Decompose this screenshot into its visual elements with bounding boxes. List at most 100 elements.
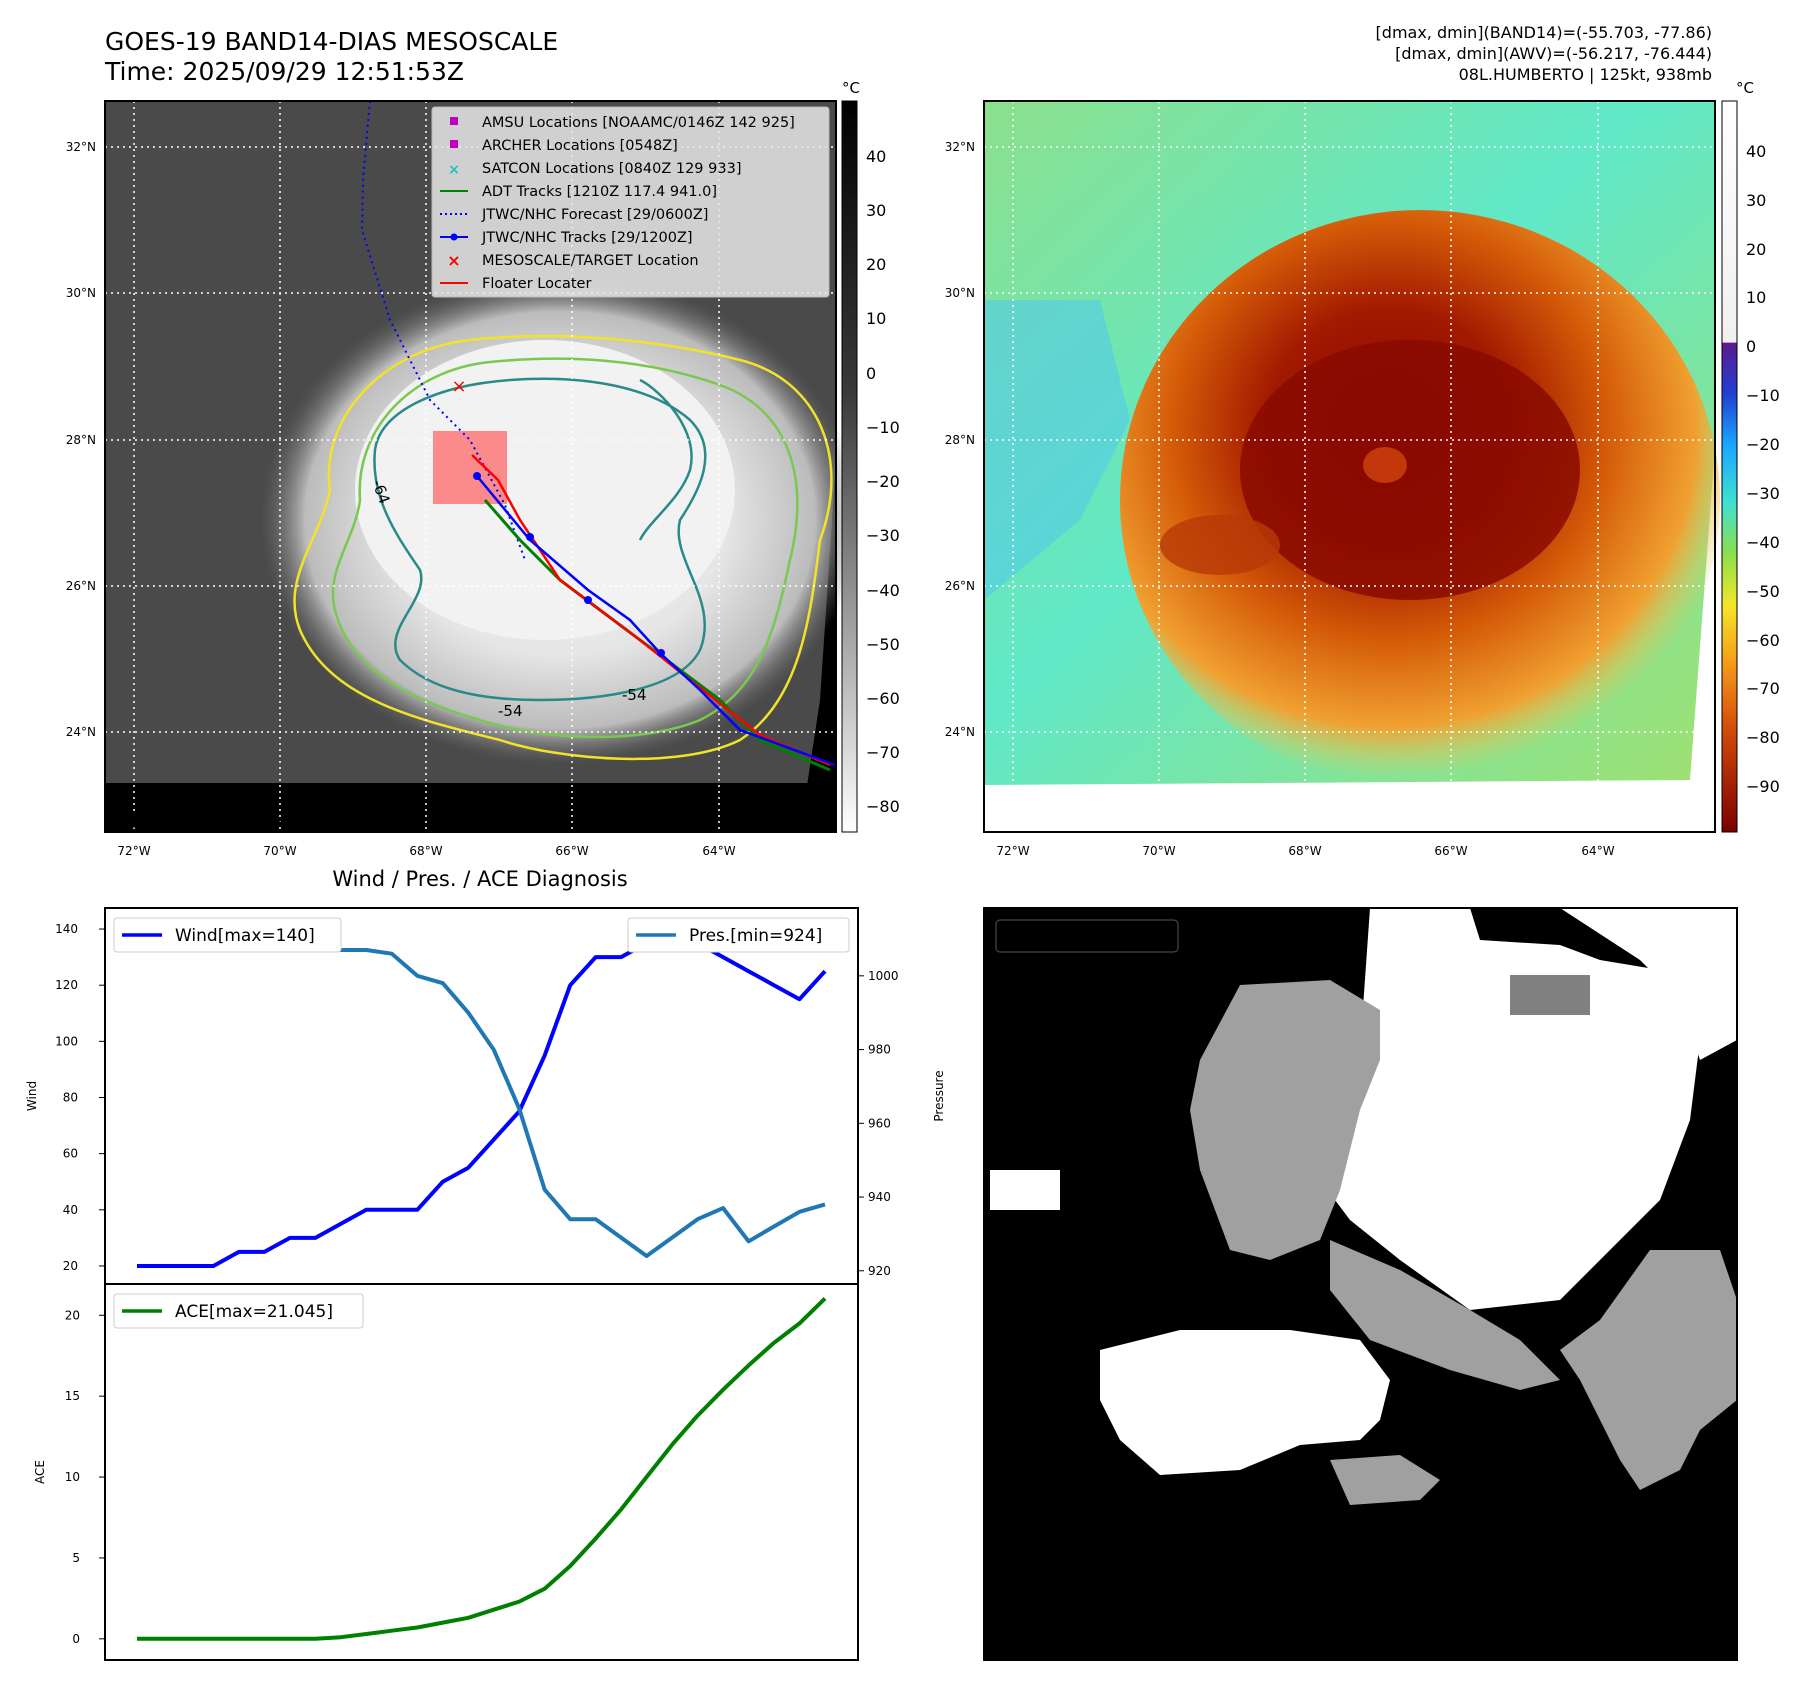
pressure-tick-label: 1000 [868, 969, 899, 983]
ir-colorbar-unit: °C [842, 79, 860, 97]
legend-forecast: JTWC/NHC Forecast [29/0600Z] [481, 207, 708, 223]
pres-legend-label: Pres.[min=924] [689, 926, 822, 946]
target-marker: × [451, 376, 466, 397]
wind-tick-label: 60 [63, 1147, 78, 1161]
pressure-tick-label: 960 [868, 1116, 891, 1130]
svg-text:64°W: 64°W [1581, 844, 1614, 858]
svg-text:30°N: 30°N [66, 286, 96, 300]
diagnosis-panel: Wind / Pres. / ACE Diagnosis 20406080100… [25, 867, 946, 1661]
svg-text:66°W: 66°W [1434, 844, 1467, 858]
ir-no-data-edge [800, 101, 836, 832]
wind-tick-label: 20 [63, 1259, 78, 1273]
dmax-awv: [dmax, dmin](AWV)=(-56.217, -76.444) [1395, 44, 1712, 63]
ir-colorbar-ticks: 40 30 20 10 0 −10 −20 −30 −40 −50 −60 −7… [866, 147, 900, 816]
jtwc-point-1 [473, 472, 481, 480]
pressure-tick-label: 940 [868, 1190, 891, 1204]
copyright: Copyright © 2020-2025 Dapiya [108, 809, 387, 828]
svg-text:10: 10 [866, 309, 886, 328]
ace-series-line [137, 1296, 827, 1641]
title-line-1: GOES-19 BAND14-DIAS MESOSCALE [105, 27, 558, 56]
wind-axis-label: Wind [25, 1081, 39, 1111]
wmg-white-top [1320, 908, 1700, 1310]
svg-text:28°N: 28°N [945, 433, 975, 447]
storm-info: 08L.HUMBERTO | 125kt, 938mb [1459, 65, 1712, 84]
svg-text:−40: −40 [1746, 533, 1780, 552]
svg-text:40: 40 [1746, 142, 1766, 161]
ir-lon-labels: 72°W 70°W 68°W 66°W 64°W [117, 844, 735, 858]
awv-gridlines [984, 101, 1715, 832]
svg-text:68°W: 68°W [409, 844, 442, 858]
ir-legend-markers: × × [440, 117, 468, 284]
wind-pres-axes [104, 907, 859, 1285]
ir-map-panel: -64 -54 -54 × [66, 79, 900, 858]
floater-track [471, 454, 831, 767]
awv-map-frame [983, 100, 1716, 833]
pressure-axis-label: Pressure [932, 1070, 946, 1121]
pressure-tick-label: 920 [868, 1264, 891, 1278]
svg-text:−20: −20 [1746, 435, 1780, 454]
wmg-badge: WMG Count: 0 [1003, 926, 1156, 948]
title-line-2: Time: 2025/09/29 12:51:53Z [104, 57, 464, 86]
jtwc-track [476, 475, 836, 767]
svg-text:20: 20 [866, 255, 886, 274]
svg-text:26°N: 26°N [66, 579, 96, 593]
svg-text:−40: −40 [866, 581, 900, 600]
awv-band [1160, 515, 1280, 575]
svg-text:70°W: 70°W [1142, 844, 1175, 858]
awv-colorbar [1721, 100, 1738, 833]
ir-contour-yellow [293, 334, 833, 761]
svg-text:−50: −50 [866, 635, 900, 654]
ace-legend-label: ACE[max=21.045] [175, 1302, 333, 1322]
svg-text:40: 40 [866, 147, 886, 166]
svg-text:−80: −80 [866, 797, 900, 816]
awv-colorbar-ticks: 40 30 20 10 0 −10 −20 −30 −40 −50 −60 −7… [1746, 142, 1780, 796]
ir-no-data-region [105, 783, 836, 832]
legend-adt: ADT Tracks [1210Z 117.4 941.0] [482, 184, 717, 200]
wmg-badge-bg [995, 919, 1179, 953]
svg-text:72°W: 72°W [996, 844, 1029, 858]
wmg-gray-small [1330, 1455, 1440, 1505]
legend-floater: Floater Locater [482, 276, 591, 292]
svg-text:24°N: 24°N [945, 725, 975, 739]
wmg-frame [983, 907, 1738, 1661]
ir-contour-teal [373, 377, 707, 702]
ir-contour-green [331, 357, 799, 739]
legend-mesoscale: MESOSCALE/TARGET Location [482, 253, 699, 269]
svg-text:×: × [448, 162, 460, 178]
svg-text:20: 20 [1746, 240, 1766, 259]
svg-text:−70: −70 [866, 743, 900, 762]
svg-text:−30: −30 [866, 526, 900, 545]
wmg-panel: WMG Count: 0 [983, 907, 1738, 1661]
ir-colorbar [841, 100, 858, 833]
wmg-white-bottom [1100, 1330, 1390, 1475]
svg-text:−60: −60 [866, 689, 900, 708]
dmax-band14: [dmax, dmin](BAND14)=(-55.703, -77.86) [1376, 23, 1712, 42]
awv-lon-labels: 72°W 70°W 68°W 66°W 64°W [996, 844, 1614, 858]
ace-tick-label: 5 [72, 1551, 80, 1565]
ir-legend-labels: AMSU Locations [NOAAMC/0146Z 142 925] AR… [481, 115, 795, 292]
svg-text:70°W: 70°W [263, 844, 296, 858]
wind-tick-label: 40 [63, 1203, 78, 1217]
contour-label-2: -54 [498, 702, 523, 720]
svg-text:64°W: 64°W [702, 844, 735, 858]
ace-axes [104, 1283, 859, 1661]
wmg-dark-gray-patch [1510, 975, 1590, 1015]
wind-tick-label: 80 [63, 1091, 78, 1105]
wind-tick-label: 100 [55, 1034, 78, 1048]
svg-text:28°N: 28°N [66, 433, 96, 447]
awv-dry-air [984, 300, 1130, 600]
svg-text:−20: −20 [866, 472, 900, 491]
svg-text:−10: −10 [866, 418, 900, 437]
svg-text:32°N: 32°N [66, 140, 96, 154]
wind-tick-label: 120 [55, 978, 78, 992]
svg-text:−70: −70 [1746, 679, 1780, 698]
ir-map-frame [104, 100, 837, 833]
svg-text:−60: −60 [1746, 631, 1780, 650]
svg-text:×: × [447, 251, 460, 270]
ace-axis-label: ACE [33, 1460, 47, 1484]
pressure-tick-label: 980 [868, 1043, 891, 1057]
awv-storm-core [1240, 340, 1580, 600]
legend-jtwc: JTWC/NHC Tracks [29/1200Z] [481, 230, 693, 246]
awv-eye [1363, 447, 1407, 483]
